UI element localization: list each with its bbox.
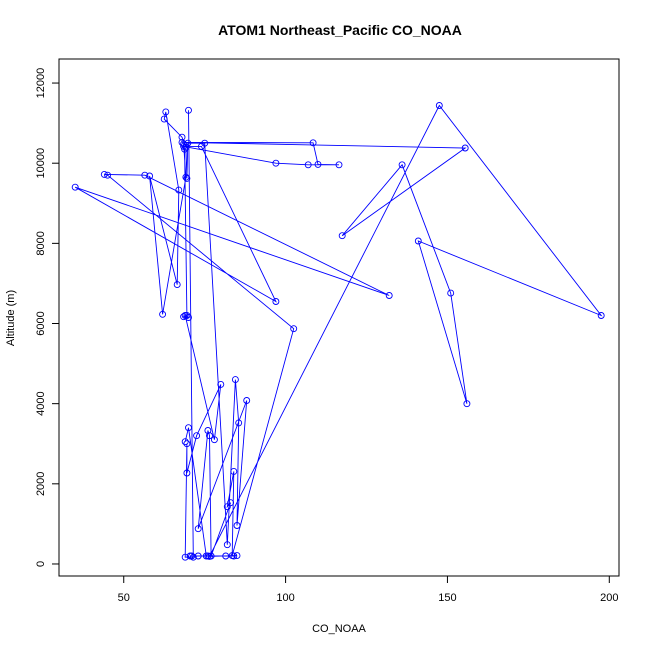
data-point (309, 139, 317, 147)
data-point (461, 144, 469, 152)
y-tick-label: 0 (35, 561, 47, 567)
data-point (222, 552, 230, 560)
data-point (175, 186, 183, 194)
data-point (180, 313, 188, 321)
data-point (304, 161, 312, 169)
data-point (235, 419, 243, 427)
data-point (183, 174, 191, 182)
x-tick-label: 200 (600, 592, 618, 604)
data-point (141, 171, 149, 179)
y-tick-label: 8000 (35, 231, 47, 255)
data-point (194, 525, 202, 533)
data-point (173, 281, 181, 289)
data-point (233, 522, 241, 529)
y-axis: 0 2000 4000 6000 8000 10000 12000 (35, 68, 60, 567)
data-point (100, 170, 108, 178)
data-point (185, 106, 192, 114)
data-point (160, 115, 168, 123)
data-point (272, 159, 280, 167)
data-point (159, 310, 167, 318)
y-tick-label: 4000 (35, 391, 47, 415)
data-point (272, 298, 280, 305)
data-point (230, 552, 238, 560)
data-point (206, 432, 213, 440)
data-point (197, 142, 205, 150)
data-point (178, 138, 186, 146)
y-tick-label: 10000 (35, 148, 47, 179)
data-point (335, 161, 343, 169)
data-point (414, 237, 422, 245)
data-point (210, 436, 218, 444)
data-point (435, 102, 443, 109)
x-tick-label: 50 (118, 592, 130, 604)
data-point (189, 553, 197, 561)
data-point (202, 552, 210, 560)
y-axis-label: Altitude (m) (5, 290, 17, 346)
data-point (233, 552, 241, 560)
data-point (181, 553, 189, 561)
x-tick-label: 100 (276, 592, 294, 604)
chart-title: ATOM1 Northeast_Pacific CO_NOAA (218, 22, 462, 38)
data-point (231, 376, 239, 384)
plot-area (71, 102, 605, 561)
x-axis: 50 100 150 200 (118, 575, 618, 604)
data-point (71, 183, 79, 191)
data-point (398, 161, 406, 169)
data-point (146, 172, 154, 180)
x-tick-label: 150 (438, 592, 456, 604)
data-point (181, 438, 189, 446)
data-point (162, 108, 170, 116)
data-point (180, 142, 188, 150)
data-point (185, 314, 192, 321)
data-point (217, 380, 225, 388)
data-point (223, 541, 231, 549)
data-point (183, 469, 191, 477)
data-point (223, 503, 231, 511)
plot-frame (58, 58, 620, 577)
data-point (193, 432, 201, 440)
y-tick-label: 12000 (35, 68, 47, 99)
data-point (597, 312, 605, 319)
data-point (338, 232, 346, 240)
x-axis-label: CO_NOAA (312, 623, 366, 635)
data-point (185, 424, 192, 432)
data-point (243, 397, 251, 404)
data-point (104, 171, 112, 179)
data-point (463, 400, 471, 408)
data-point (290, 325, 298, 333)
data-point (178, 133, 186, 141)
data-point (182, 173, 190, 181)
data-point (183, 440, 191, 448)
data-point (194, 552, 202, 560)
data-point (188, 552, 196, 560)
data-point (230, 467, 238, 475)
data-point (385, 292, 393, 299)
data-point (183, 312, 191, 319)
y-tick-label: 6000 (35, 311, 47, 335)
data-point (314, 160, 322, 168)
series-line (74, 104, 603, 558)
y-tick-label: 2000 (35, 472, 47, 496)
data-point (447, 289, 455, 297)
